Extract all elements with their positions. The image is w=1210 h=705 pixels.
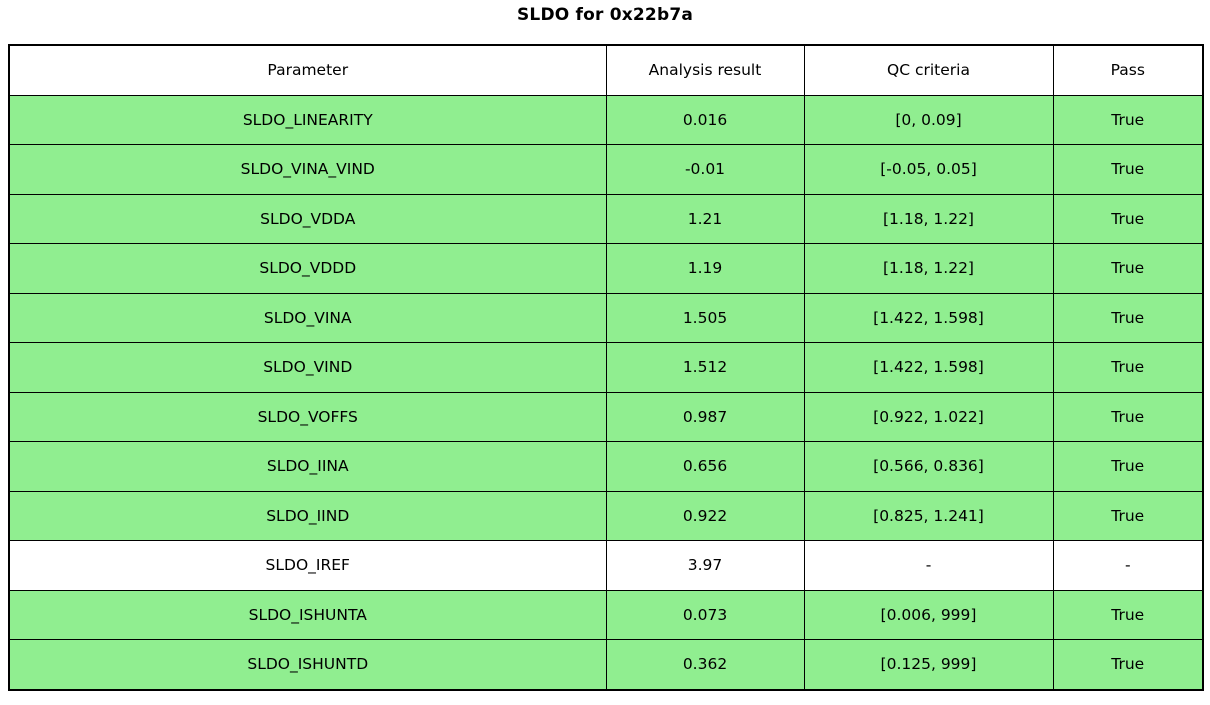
table-body: SLDO_LINEARITY 0.016 [0, 0.09] True SLDO_VIN… — [8, 94, 1204, 690]
table-row: SLDO_VINA_VIND -0.01 [-0.05, 0.05] True — [8, 144, 1204, 195]
table-row: SLDO_ISHUNTD 0.362 [0.125, 999] True — [8, 639, 1204, 690]
pass-cell: True — [1052, 144, 1204, 195]
parameter-cell: SLDO_IIND — [8, 490, 607, 541]
pass-cell: - — [1052, 540, 1204, 591]
qc-criteria-cell: [0.922, 1.022] — [803, 391, 1054, 442]
parameter-cell: SLDO_VINA — [8, 292, 607, 343]
analysis-result-cell: 0.922 — [605, 490, 805, 541]
pass-cell: True — [1052, 193, 1204, 244]
qc-criteria-cell: [1.18, 1.22] — [803, 243, 1054, 294]
analysis-result-cell: 0.073 — [605, 589, 805, 640]
column-header-parameter: Parameter — [8, 44, 607, 96]
analysis-result-cell: 1.505 — [605, 292, 805, 343]
parameter-cell: SLDO_ISHUNTD — [8, 639, 607, 690]
pass-cell: True — [1052, 342, 1204, 393]
table-row: SLDO_IREF 3.97- - — [8, 540, 1204, 591]
parameter-cell: SLDO_VINA_VIND — [8, 144, 607, 195]
analysis-result-cell: 0.016 — [605, 94, 805, 145]
qc-criteria-cell: [0.125, 999] — [803, 639, 1054, 690]
column-header-qc-criteria: QC criteria — [803, 44, 1054, 96]
qc-criteria-cell: - — [803, 540, 1054, 591]
parameter-cell: SLDO_VOFFS — [8, 391, 607, 442]
pass-cell: True — [1052, 441, 1204, 492]
qc-criteria-cell: [1.18, 1.22] — [803, 193, 1054, 244]
qc-criteria-cell: [1.422, 1.598] — [803, 342, 1054, 393]
qc-results-table: Parameter Analysis result QC criteria Pa… — [8, 44, 1204, 691]
parameter-cell: SLDO_VDDA — [8, 193, 607, 244]
column-header-pass: Pass — [1052, 44, 1204, 96]
parameter-cell: SLDO_IINA — [8, 441, 607, 492]
page-title: SLDO for 0x22b7a — [516, 5, 694, 25]
pass-cell: True — [1052, 94, 1204, 145]
table-row: SLDO_VINA 1.505 [1.422, 1.598] True — [8, 292, 1204, 343]
table-row: SLDO_ISHUNTA 0.073 [0.006, 999] True — [8, 589, 1204, 640]
column-header-analysis-result: Analysis result — [605, 44, 805, 96]
table-row: SLDO_VIND 1.512 [1.422, 1.598] True — [8, 342, 1204, 393]
parameter-cell: SLDO_VDDD — [8, 243, 607, 294]
parameter-cell: SLDO_LINEARITY — [8, 94, 607, 145]
table-header-row: Parameter Analysis result QC criteria Pa… — [8, 44, 1204, 96]
table-row: SLDO_IIND 0.922 [0.825, 1.241] True — [8, 490, 1204, 541]
qc-criteria-cell: [0.825, 1.241] — [803, 490, 1054, 541]
table-row: SLDO_VOFFS 0.987 [0.922, 1.022] True — [8, 391, 1204, 442]
analysis-result-cell: -0.01 — [605, 144, 805, 195]
pass-cell: True — [1052, 391, 1204, 442]
table-row: SLDO_VDDD 1.19 [1.18, 1.22] True — [8, 243, 1204, 294]
qc-criteria-cell: [-0.05, 0.05] — [803, 144, 1054, 195]
parameter-cell: SLDO_ISHUNTA — [8, 589, 607, 640]
table-header: Parameter Analysis result QC criteria Pa… — [8, 44, 1204, 96]
analysis-result-cell: 1.21 — [605, 193, 805, 244]
analysis-result-cell: 3.97 — [605, 540, 805, 591]
qc-criteria-cell: [0, 0.09] — [803, 94, 1054, 145]
parameter-cell: SLDO_IREF — [8, 540, 607, 591]
analysis-result-cell: 0.987 — [605, 391, 805, 442]
table-row: SLDO_LINEARITY 0.016 [0, 0.09] True — [8, 94, 1204, 145]
analysis-result-cell: 0.656 — [605, 441, 805, 492]
qc-criteria-cell: [0.566, 0.836] — [803, 441, 1054, 492]
analysis-result-cell: 1.19 — [605, 243, 805, 294]
table-row: SLDO_VDDA 1.21 [1.18, 1.22] True — [8, 193, 1204, 244]
qc-criteria-cell: [1.422, 1.598] — [803, 292, 1054, 343]
parameter-cell: SLDO_VIND — [8, 342, 607, 393]
table-row: SLDO_IINA 0.656 [0.566, 0.836] True — [8, 441, 1204, 492]
pass-cell: True — [1052, 639, 1204, 690]
pass-cell: True — [1052, 490, 1204, 541]
analysis-result-cell: 1.512 — [605, 342, 805, 393]
analysis-result-cell: 0.362 — [605, 639, 805, 690]
qc-criteria-cell: [0.006, 999] — [803, 589, 1054, 640]
pass-cell: True — [1052, 243, 1204, 294]
pass-cell: True — [1052, 292, 1204, 343]
pass-cell: True — [1052, 589, 1204, 640]
